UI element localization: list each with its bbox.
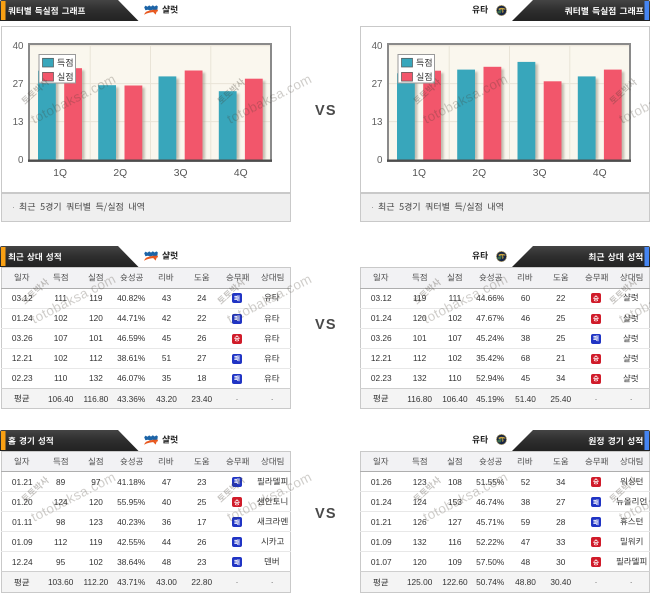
svg-text:4Q: 4Q [592,168,606,179]
svg-text:27: 27 [371,79,382,90]
svg-text:27: 27 [12,79,23,90]
svg-text:40: 40 [371,41,382,52]
svg-text:2Q: 2Q [472,168,486,179]
svg-text:1Q: 1Q [53,168,67,179]
svg-text:3Q: 3Q [173,168,187,179]
svg-text:40: 40 [12,41,23,52]
svg-text:0: 0 [377,155,383,166]
svg-text:1Q: 1Q [412,168,426,179]
svg-text:3Q: 3Q [532,168,546,179]
svg-text:13: 13 [12,117,23,128]
svg-text:2Q: 2Q [113,168,127,179]
svg-text:4Q: 4Q [233,168,247,179]
svg-text:0: 0 [18,155,24,166]
svg-text:13: 13 [371,117,382,128]
